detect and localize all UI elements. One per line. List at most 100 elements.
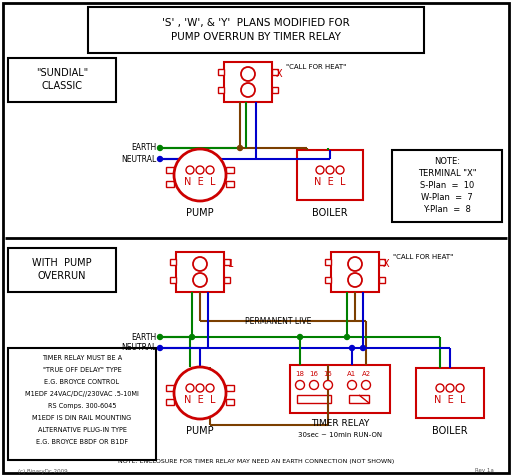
Circle shape [336,166,344,174]
Bar [170,277,176,283]
Bar [226,167,234,173]
Circle shape [158,346,162,350]
Circle shape [361,380,371,389]
Circle shape [446,384,454,392]
Text: TERMINAL "X": TERMINAL "X" [418,169,476,178]
Bar [224,62,272,102]
Circle shape [297,335,303,339]
Circle shape [295,380,305,389]
Circle shape [241,83,255,97]
Bar [290,365,390,413]
Text: 16: 16 [309,371,318,377]
Circle shape [186,384,194,392]
Text: E.G. BROYCE CONTROL: E.G. BROYCE CONTROL [45,379,120,385]
Bar [226,181,234,187]
Circle shape [309,380,318,389]
Bar [166,167,174,173]
Text: N  E  L: N E L [314,177,346,187]
Bar [349,395,369,403]
Text: 30sec ~ 10min RUN-ON: 30sec ~ 10min RUN-ON [298,432,382,438]
Circle shape [324,380,332,389]
Circle shape [158,157,162,161]
Circle shape [238,146,243,150]
Text: TIMER RELAY: TIMER RELAY [311,419,369,428]
Text: PERMANENT LIVE: PERMANENT LIVE [245,317,311,326]
Bar [392,150,502,222]
Text: X: X [383,259,390,269]
Text: NEUTRAL: NEUTRAL [122,155,157,163]
Text: BOILER: BOILER [432,426,468,436]
Text: EARTH: EARTH [132,333,157,341]
Bar [166,399,174,405]
Circle shape [345,335,350,339]
Text: N  E  L: N E L [184,395,216,405]
Bar [297,150,363,200]
Bar [218,87,224,93]
Text: 1: 1 [228,259,234,269]
Circle shape [436,384,444,392]
Text: A1: A1 [347,371,357,377]
Text: M1EDF IS DIN RAIL MOUNTING: M1EDF IS DIN RAIL MOUNTING [32,415,132,421]
Text: M1EDF 24VAC/DC//230VAC .5-10MI: M1EDF 24VAC/DC//230VAC .5-10MI [25,391,139,397]
Text: E.G. BROYCE B8DF OR B1DF: E.G. BROYCE B8DF OR B1DF [36,439,128,445]
Bar [170,259,176,265]
Circle shape [456,384,464,392]
Text: NOTE: ENCLOSURE FOR TIMER RELAY MAY NEED AN EARTH CONNECTION (NOT SHOWN): NOTE: ENCLOSURE FOR TIMER RELAY MAY NEED… [118,459,394,465]
Text: CLASSIC: CLASSIC [41,81,82,91]
Circle shape [174,367,226,419]
Circle shape [241,67,255,81]
Text: N  E  L: N E L [184,177,216,187]
Circle shape [316,166,324,174]
Text: TIMER RELAY MUST BE A: TIMER RELAY MUST BE A [42,355,122,361]
Bar [176,252,224,292]
Text: 18: 18 [295,371,305,377]
Text: ALTERNATIVE PLUG-IN TYPE: ALTERNATIVE PLUG-IN TYPE [37,427,126,433]
Text: PUMP OVERRUN BY TIMER RELAY: PUMP OVERRUN BY TIMER RELAY [171,32,341,42]
Circle shape [350,346,354,350]
Text: A2: A2 [361,371,371,377]
Text: OVERRUN: OVERRUN [38,271,86,281]
Bar [379,277,385,283]
Circle shape [348,273,362,287]
Bar [88,7,424,53]
Bar [297,395,331,403]
Bar [224,277,230,283]
Bar [272,87,278,93]
Bar [272,69,278,75]
Text: NOTE:: NOTE: [434,158,460,167]
Bar [226,385,234,391]
Text: NEUTRAL: NEUTRAL [122,344,157,353]
Text: "CALL FOR HEAT": "CALL FOR HEAT" [393,254,453,260]
Text: WITH  PUMP: WITH PUMP [32,258,92,268]
Text: Y-Plan  =  8: Y-Plan = 8 [423,206,471,215]
Text: W-Plan  =  7: W-Plan = 7 [421,194,473,202]
Text: N  E  L: N E L [434,395,466,405]
Bar [8,248,116,292]
Text: Rev 1a: Rev 1a [475,468,494,474]
Text: "CALL FOR HEAT": "CALL FOR HEAT" [286,64,346,70]
Circle shape [360,346,366,350]
Bar [331,252,379,292]
Bar [379,259,385,265]
Circle shape [158,146,162,150]
Text: "SUNDIAL": "SUNDIAL" [36,68,88,78]
Circle shape [196,384,204,392]
Circle shape [326,166,334,174]
Bar [224,259,230,265]
Bar [325,259,331,265]
Circle shape [186,166,194,174]
Circle shape [174,149,226,201]
Text: (c) BinaryDc 2009: (c) BinaryDc 2009 [18,468,68,474]
Text: EARTH: EARTH [132,143,157,152]
Circle shape [348,257,362,271]
Text: S-Plan  =  10: S-Plan = 10 [420,181,474,190]
Circle shape [189,335,195,339]
Bar [8,58,116,102]
Bar [218,69,224,75]
Text: RS Comps. 300-6045: RS Comps. 300-6045 [48,403,116,409]
Circle shape [196,166,204,174]
Text: 15: 15 [324,371,332,377]
Circle shape [348,380,356,389]
Bar [166,181,174,187]
Text: BOILER: BOILER [312,208,348,218]
